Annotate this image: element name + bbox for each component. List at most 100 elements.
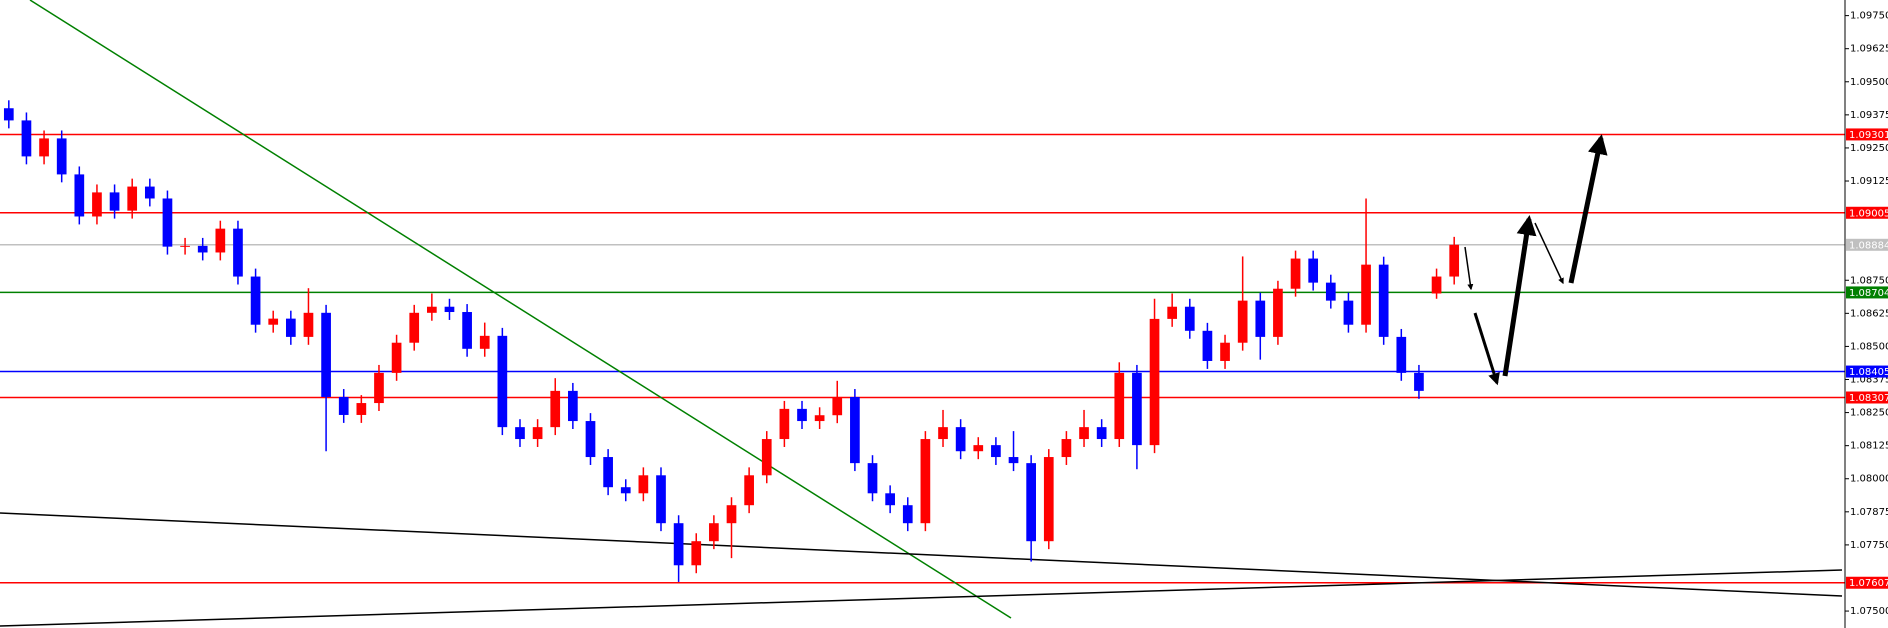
y-tick-label: 1.08625 xyxy=(1850,308,1888,319)
candle-body xyxy=(497,335,508,428)
candle-body xyxy=(409,312,420,343)
level-box xyxy=(1846,365,1888,378)
candle-body xyxy=(709,523,719,542)
trendlines xyxy=(0,0,1843,627)
candle-body xyxy=(1255,300,1266,337)
candle-body xyxy=(1079,427,1089,440)
y-tick-label: 1.09125 xyxy=(1850,176,1888,187)
candle-body xyxy=(356,403,367,415)
candle-body xyxy=(21,120,32,157)
candle-body xyxy=(691,541,702,566)
level-label: 1.09005 xyxy=(1849,208,1888,219)
candle-body xyxy=(374,372,384,404)
candle-body xyxy=(726,505,737,524)
candle-body xyxy=(920,439,931,524)
candle-body xyxy=(603,457,613,488)
price-axis-labels: 1.09750 1.09625 1.09500 1.09375 1.09250 1.091… xyxy=(1845,11,1888,617)
y-tick-label: 1.07750 xyxy=(1850,540,1888,551)
y-tick-label: 1.09625 xyxy=(1850,44,1888,55)
candle-body xyxy=(74,174,85,217)
candle-body xyxy=(444,306,455,313)
trendline xyxy=(29,0,1012,619)
candle-body xyxy=(1202,330,1213,361)
candle-body xyxy=(1325,282,1336,301)
level-box xyxy=(1846,391,1888,404)
level-box xyxy=(1846,128,1888,141)
candle-body xyxy=(1414,372,1424,391)
y-tick-label: 1.08375 xyxy=(1850,374,1888,385)
candle-body xyxy=(56,138,67,175)
level-label: 1.08405 xyxy=(1849,367,1888,378)
trendline xyxy=(0,512,1843,597)
candle-body xyxy=(250,276,261,325)
candle-body xyxy=(338,396,349,415)
level-label: 1.09301 xyxy=(1849,130,1888,141)
candle-body xyxy=(532,427,543,440)
candle-body xyxy=(885,493,895,506)
y-tick-label: 1.08000 xyxy=(1850,474,1888,485)
candle-body xyxy=(1361,264,1371,325)
candle-body xyxy=(391,342,402,373)
candle-body xyxy=(215,228,226,253)
level-label: 1.08884 xyxy=(1849,240,1888,251)
candle-body xyxy=(797,408,807,422)
arrow xyxy=(1568,134,1608,284)
candle-body xyxy=(938,427,948,440)
candle-body xyxy=(1061,439,1072,458)
candle-body xyxy=(197,245,208,253)
candle-body xyxy=(568,390,578,422)
candle-body xyxy=(1008,457,1019,464)
candle-body xyxy=(1184,306,1195,331)
candle-body xyxy=(180,245,190,247)
candle-body xyxy=(427,306,437,313)
candle-body xyxy=(1043,457,1054,542)
candle-body xyxy=(814,415,825,422)
candle-body xyxy=(585,421,596,458)
candle-body xyxy=(144,186,155,199)
candle-body xyxy=(673,523,684,566)
forecast-arrows xyxy=(1464,134,1608,386)
arrow xyxy=(1502,215,1537,377)
candle-body xyxy=(761,439,772,476)
candle-body xyxy=(515,427,525,440)
y-tick-label: 1.07875 xyxy=(1850,507,1888,518)
candle-body xyxy=(268,318,279,325)
candle-body xyxy=(127,186,138,211)
y-tick-label: 1.09500 xyxy=(1850,77,1888,88)
level-label: 1.07607 xyxy=(1849,578,1888,589)
candle-body xyxy=(162,198,173,247)
candle-body xyxy=(832,396,843,416)
candle-body xyxy=(285,318,296,337)
candle-body xyxy=(1026,463,1036,542)
candle-body xyxy=(973,445,984,452)
levels xyxy=(0,133,1845,584)
candle-body xyxy=(550,390,561,428)
level-label: 1.08704 xyxy=(1849,288,1888,299)
arrow xyxy=(1473,312,1500,386)
level-box xyxy=(1846,238,1888,251)
y-tick-label: 1.08250 xyxy=(1850,408,1888,419)
level-box xyxy=(1846,286,1888,299)
level-box xyxy=(1846,206,1888,219)
candle-body xyxy=(620,487,631,494)
level-label: 1.08307 xyxy=(1849,393,1888,404)
arrow xyxy=(1534,222,1564,285)
y-tick-label: 1.08750 xyxy=(1850,275,1888,286)
candle-body xyxy=(3,108,14,121)
candle-body xyxy=(779,408,790,440)
candle-body xyxy=(109,192,120,211)
candle-body xyxy=(1273,288,1283,337)
candle-body xyxy=(1449,244,1460,277)
candle-body xyxy=(1396,336,1407,373)
candle-body xyxy=(744,475,754,506)
candle-body xyxy=(479,335,490,349)
price-axis-bg xyxy=(1845,0,1888,628)
candle-body xyxy=(1237,300,1248,343)
y-tick-label: 1.09375 xyxy=(1850,110,1888,121)
candle-body xyxy=(638,475,649,494)
y-tick-label: 1.08500 xyxy=(1850,341,1888,352)
candle-body xyxy=(867,463,878,494)
candle-body xyxy=(1167,306,1178,319)
trendline xyxy=(0,569,1843,627)
